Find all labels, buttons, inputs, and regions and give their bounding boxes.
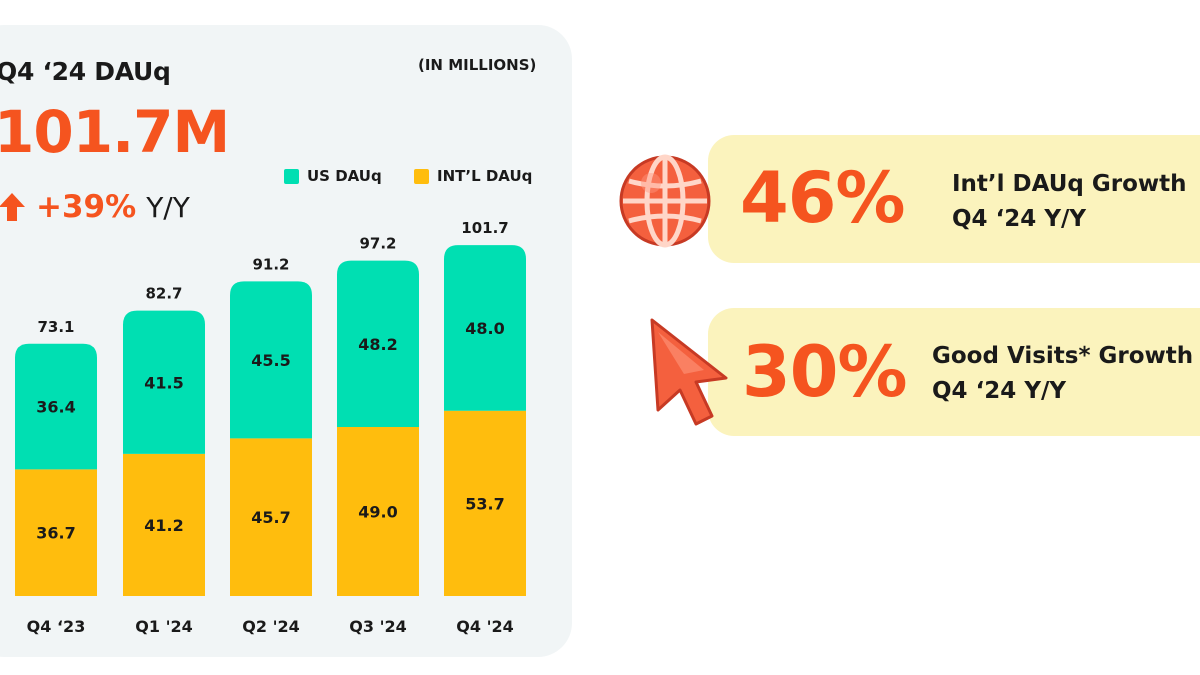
bar-label-intl: 45.7 — [251, 508, 290, 527]
x-tick-label: Q1 '24 — [135, 617, 192, 636]
stacked-bar-chart: 36.4 36.7 73.1 Q4 ‘23 41.5 41.2 82.7 Q1 '24 45.5… — [15, 219, 526, 636]
bar-us — [444, 245, 526, 411]
bar-intl — [123, 453, 205, 596]
bar-label-intl: 53.7 — [465, 494, 504, 513]
bar-label-us: 48.0 — [465, 319, 504, 338]
legend-swatch-intl — [414, 168, 429, 184]
stat-value-intl: 46% — [740, 157, 906, 239]
legend-item-intl: INT’L DAUq — [414, 167, 532, 185]
bar-label-intl: 49.0 — [358, 502, 397, 521]
stat-value-visits: 30% — [742, 331, 908, 413]
stat-desc-visits-line2: Q4 ‘24 Y/Y — [932, 378, 1067, 404]
bar-label-us: 45.5 — [251, 351, 290, 370]
bar-label-us: 36.4 — [36, 398, 75, 417]
headline-value: 101.7M — [0, 98, 230, 166]
bar-us — [337, 260, 419, 427]
bar-intl — [230, 438, 312, 596]
bar-intl — [15, 469, 97, 596]
bar-total-label: 82.7 — [145, 285, 182, 303]
bar-total-label: 73.1 — [37, 318, 74, 336]
x-tick-label: Q2 '24 — [242, 617, 299, 636]
bar-intl — [337, 426, 419, 596]
globe-icon — [619, 154, 711, 248]
stat-card-intl-growth — [708, 135, 1200, 263]
x-tick-label: Q4 ‘23 — [27, 617, 86, 636]
bar-us — [15, 343, 97, 470]
bar-label-intl: 36.7 — [36, 524, 75, 543]
growth-percent: +39% — [36, 189, 137, 225]
bar-label-us: 48.2 — [358, 335, 397, 354]
bar-us — [123, 310, 205, 454]
up-arrow-icon — [0, 193, 25, 221]
cursor-arrow-icon — [650, 318, 728, 426]
x-tick-label: Q3 '24 — [349, 617, 406, 636]
x-tick-label: Q4 '24 — [456, 617, 513, 636]
stat-card-good-visits — [708, 308, 1200, 436]
legend-label-intl: INT’L DAUq — [437, 167, 533, 185]
bar-total-label: 91.2 — [252, 255, 289, 273]
bar-total-label: 97.2 — [359, 235, 396, 253]
bar-label-intl: 41.2 — [144, 516, 183, 535]
legend-swatch-us — [284, 168, 299, 184]
bar-us — [230, 281, 312, 439]
legend-item-us: US DAUq — [284, 167, 382, 185]
legend-label-us: US DAUq — [307, 167, 382, 185]
bar-intl — [444, 410, 526, 596]
units-label: (IN MILLIONS) — [418, 56, 537, 74]
bar-total-label: 101.7 — [461, 219, 508, 237]
growth-suffix: Y/Y — [146, 190, 190, 224]
stat-desc-visits-line1: Good Visits* Growth — [932, 343, 1194, 369]
growth-row: +39% Y/Y — [0, 186, 190, 228]
chart-title: Q4 ‘24 DAUq — [0, 57, 171, 86]
stat-desc-intl-line1: Int’l DAUq Growth — [952, 171, 1187, 197]
bar-label-us: 41.5 — [144, 373, 183, 392]
stat-desc-intl-line2: Q4 ‘24 Y/Y — [952, 206, 1087, 232]
